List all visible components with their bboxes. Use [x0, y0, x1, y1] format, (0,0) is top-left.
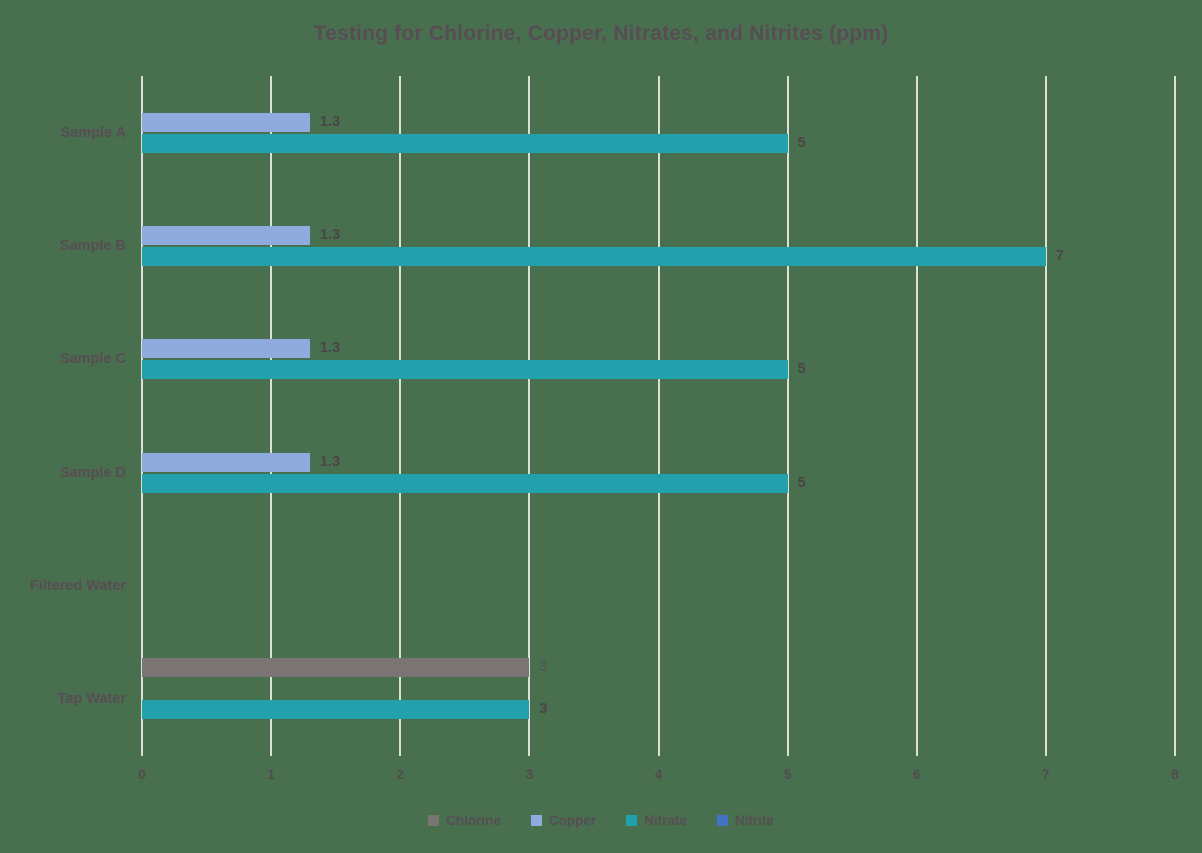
gridline-x8 — [1174, 76, 1176, 756]
x-tick-label: 0 — [138, 767, 146, 782]
category-row: 1.3 5 — [142, 76, 1175, 189]
x-tick-label: 7 — [1042, 767, 1050, 782]
bar-nitrate — [142, 473, 788, 493]
category-label: Sample D — [59, 464, 126, 481]
x-tick-label: 6 — [912, 767, 921, 782]
bar-slot-copper: 1.3 — [142, 452, 1175, 473]
bar-slot-nitrate: 3 — [142, 699, 1175, 720]
category-label: Sample B — [59, 237, 126, 254]
x-tick-label: 2 — [396, 767, 405, 782]
data-label: 3 — [539, 659, 548, 676]
legend-label: Nitrate — [644, 813, 687, 828]
bar-copper — [142, 112, 310, 132]
data-label: 5 — [797, 474, 806, 491]
data-label: 1.3 — [319, 226, 341, 243]
gridline-x4 — [657, 76, 660, 756]
gridline-x0 — [141, 76, 143, 756]
bar-nitrate — [142, 360, 788, 380]
bar-slot-copper — [142, 678, 1175, 699]
data-label: 1.3 — [319, 340, 341, 357]
category-axis: Sample A Sample B Sample C Sample D Filtered… — [0, 76, 126, 756]
value-axis: 0 1 2 3 4 5 6 7 8 — [138, 767, 1179, 789]
bar-slot-nitrate: 5 — [142, 359, 1175, 380]
bar-slot-nitrate: 5 — [142, 133, 1175, 154]
bar-slot-nitrate: 7 — [142, 246, 1175, 267]
bar-slot-nitrite — [142, 720, 1175, 741]
bar-slot-nitrite — [142, 380, 1175, 401]
bar-slot-nitrate — [142, 586, 1175, 607]
plot-area: 1.3 5 1.3 7 1.3 5 1.3 5 3 3 — [141, 76, 1176, 756]
bar-slot-nitrite — [142, 154, 1175, 175]
bar-rows: 1.3 5 1.3 7 1.3 5 1.3 5 3 3 — [142, 76, 1175, 756]
chart-title: Testing for Chlorine, Copper, Nitrates, … — [313, 22, 889, 45]
x-tick-label: 5 — [783, 767, 792, 782]
gridline-x5 — [786, 76, 789, 756]
bar-slot-copper: 1.3 — [142, 225, 1175, 246]
legend-item-chlorine: Chlorine — [428, 813, 501, 828]
gridline-x7 — [1044, 76, 1047, 756]
bar-slot-chlorine — [142, 204, 1175, 225]
legend-swatch-nitrite — [716, 815, 728, 826]
bar-copper — [142, 452, 310, 472]
legend-label: Chlorine — [446, 813, 501, 828]
data-label: 5 — [797, 134, 806, 151]
bar-slot-copper — [142, 565, 1175, 586]
bar-nitrate — [142, 700, 530, 720]
gridline-x2 — [399, 76, 402, 756]
gridlines — [141, 76, 1176, 756]
bar-slot-chlorine: 3 — [142, 657, 1175, 678]
bar-slot-chlorine — [142, 544, 1175, 565]
data-label: 1.3 — [319, 113, 341, 130]
bar-slot-copper: 1.3 — [142, 338, 1175, 359]
bar-slot-nitrite — [142, 267, 1175, 288]
data-label: 3 — [539, 701, 548, 718]
category-label: Tap Water — [57, 691, 126, 708]
legend-swatch-chlorine — [428, 815, 440, 826]
legend-item-nitrite: Nitrite — [716, 813, 774, 828]
bar-slot-nitrate: 5 — [142, 473, 1175, 494]
category-label: Sample C — [59, 351, 126, 368]
x-tick-label: 8 — [1171, 767, 1179, 782]
bar-nitrate — [142, 246, 1046, 266]
category-label: Sample A — [60, 124, 126, 141]
data-label: 5 — [797, 361, 806, 378]
data-label: 7 — [1055, 247, 1064, 264]
bar-slot-chlorine — [142, 317, 1175, 338]
bar-nitrate — [142, 133, 788, 153]
gridline-x6 — [915, 76, 918, 756]
category-row — [142, 529, 1175, 642]
bar-slot-nitrite — [142, 607, 1175, 628]
legend-swatch-copper — [530, 815, 542, 826]
bar-slot-chlorine — [142, 431, 1175, 452]
category-label: Filtered Water — [29, 577, 126, 594]
legend-label: Copper — [548, 813, 597, 828]
legend-swatch-nitrate — [626, 815, 638, 826]
bar-slot-copper: 1.3 — [142, 112, 1175, 133]
category-row: 1.3 5 — [142, 416, 1175, 529]
bar-slot-chlorine — [142, 91, 1175, 112]
bar-copper — [142, 225, 310, 245]
category-row: 1.3 5 — [142, 303, 1175, 416]
x-tick-label: 1 — [267, 767, 275, 782]
category-row: 1.3 7 — [142, 189, 1175, 302]
bar-copper — [142, 339, 310, 359]
x-tick-label: 4 — [654, 767, 663, 782]
x-tick-label: 3 — [525, 767, 534, 782]
legend-item-copper: Copper — [530, 813, 597, 828]
bar-chlorine — [142, 658, 530, 678]
gridline-x1 — [270, 76, 273, 756]
legend: Chlorine Copper Nitrate Nitrite — [0, 813, 1202, 828]
gridline-x3 — [528, 76, 531, 756]
legend-item-nitrate: Nitrate — [626, 813, 687, 828]
bar-slot-nitrite — [142, 494, 1175, 515]
legend-label: Nitrite — [734, 813, 774, 828]
data-label: 1.3 — [319, 453, 341, 470]
